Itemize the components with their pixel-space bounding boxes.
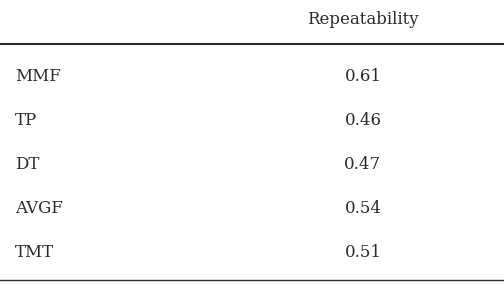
- Text: AVGF: AVGF: [15, 200, 63, 217]
- Text: 0.46: 0.46: [344, 112, 382, 129]
- Text: MMF: MMF: [15, 68, 61, 85]
- Text: DT: DT: [15, 156, 39, 173]
- Text: TMT: TMT: [15, 244, 54, 261]
- Text: TP: TP: [15, 112, 37, 129]
- Text: 0.61: 0.61: [344, 68, 382, 85]
- Text: 0.54: 0.54: [344, 200, 382, 217]
- Text: 0.47: 0.47: [344, 156, 382, 173]
- Text: 0.51: 0.51: [344, 244, 382, 261]
- Text: Repeatability: Repeatability: [307, 11, 419, 28]
